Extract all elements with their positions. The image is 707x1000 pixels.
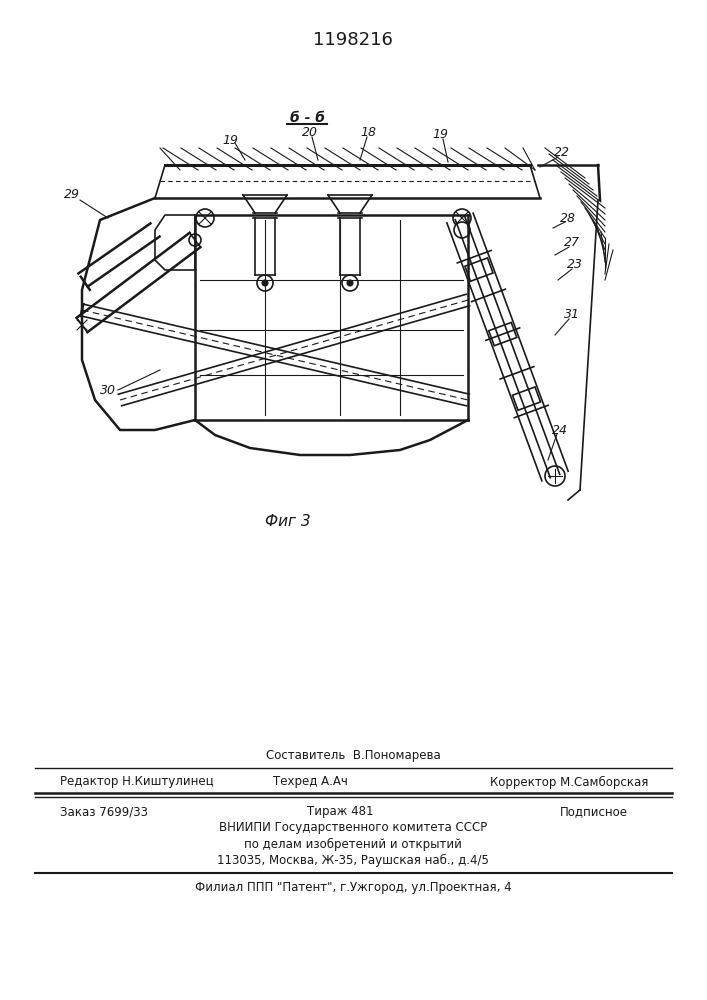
Circle shape (454, 222, 470, 238)
Polygon shape (465, 258, 493, 281)
Text: ВНИИПИ Государственного комитета СССР: ВНИИПИ Государственного комитета СССР (219, 822, 487, 834)
Text: по делам изобретений и открытий: по делам изобретений и открытий (244, 837, 462, 851)
Text: б - б: б - б (289, 111, 325, 125)
Circle shape (262, 280, 268, 286)
Circle shape (347, 280, 353, 286)
Circle shape (189, 234, 201, 246)
Polygon shape (513, 387, 541, 410)
Text: 24: 24 (552, 424, 568, 436)
Text: 23: 23 (567, 258, 583, 271)
Text: 113035, Москва, Ж-35, Раушская наб., д.4/5: 113035, Москва, Ж-35, Раушская наб., д.4… (217, 853, 489, 867)
Text: 1198216: 1198216 (313, 31, 393, 49)
Text: 18: 18 (360, 126, 376, 139)
Text: Техред А.Ач: Техред А.Ач (273, 776, 347, 788)
Text: 30: 30 (100, 383, 116, 396)
Text: Заказ 7699/33: Заказ 7699/33 (60, 806, 148, 818)
Text: Подписное: Подписное (560, 806, 628, 818)
Text: 19: 19 (432, 128, 448, 141)
Text: 31: 31 (564, 308, 580, 322)
Text: Тираж 481: Тираж 481 (307, 806, 373, 818)
Text: 22: 22 (554, 146, 570, 159)
Text: Редактор Н.Киштулинец: Редактор Н.Киштулинец (60, 776, 214, 788)
Text: 28: 28 (560, 212, 576, 225)
Polygon shape (489, 322, 517, 346)
Text: 29: 29 (64, 188, 80, 202)
Text: Составитель  В.Пономарева: Составитель В.Пономарева (266, 748, 440, 762)
Text: Корректор М.Самборская: Корректор М.Самборская (490, 775, 648, 789)
Circle shape (545, 466, 565, 486)
Text: Филиал ППП "Патент", г.Ужгород, ул.Проектная, 4: Филиал ППП "Патент", г.Ужгород, ул.Проек… (194, 882, 511, 894)
Text: Фиг 3: Фиг 3 (265, 514, 311, 530)
Text: 19: 19 (222, 133, 238, 146)
Text: 27: 27 (564, 236, 580, 249)
Text: 20: 20 (302, 126, 318, 139)
